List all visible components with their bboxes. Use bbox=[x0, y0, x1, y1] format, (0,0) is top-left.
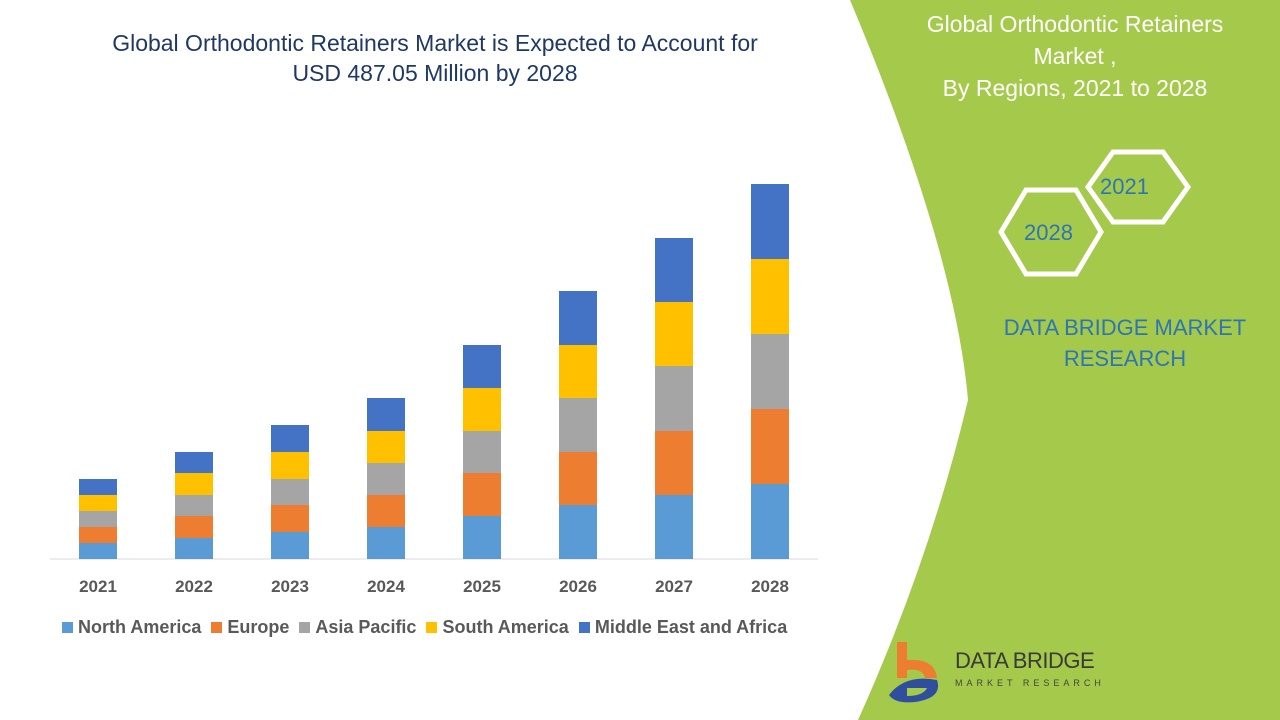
bar-segment-2027-asia-pacific bbox=[655, 366, 693, 431]
bar-segment-2026-asia-pacific bbox=[559, 398, 597, 452]
bar-segment-2028-asia-pacific bbox=[751, 334, 789, 409]
bar-segment-2027-europe bbox=[655, 431, 693, 495]
hexagon-2028 bbox=[998, 187, 1104, 277]
hex-label-2021: 2021 bbox=[1100, 174, 1149, 199]
x-tick-label: 2026 bbox=[559, 577, 597, 596]
bar-segment-2021-europe bbox=[79, 527, 117, 543]
side-title-line-1: Global Orthodontic Retainers bbox=[926, 11, 1224, 37]
legend-swatch bbox=[578, 622, 590, 633]
x-tick-label: 2024 bbox=[367, 577, 405, 596]
x-tick-label: 2023 bbox=[271, 577, 309, 596]
bar-segment-2023-north-america bbox=[271, 532, 309, 559]
bar-segment-2027-north-america bbox=[655, 495, 693, 559]
bar-segment-2028-south-america bbox=[751, 259, 789, 334]
bar-segment-2023-asia-pacific bbox=[271, 479, 309, 505]
bar-segment-2024-north-america bbox=[367, 527, 405, 559]
x-tick-label: 2021 bbox=[79, 577, 117, 596]
bar-segment-2027-middle-east-and-africa bbox=[655, 238, 693, 302]
logo-subtext: MARKET RESEARCH bbox=[955, 678, 1105, 688]
bar-segment-2025-europe bbox=[463, 473, 501, 516]
x-tick-label: 2028 bbox=[751, 577, 789, 596]
chart-title: Global Orthodontic Retainers Market is E… bbox=[40, 28, 830, 88]
bar-segment-2021-south-america bbox=[79, 495, 117, 511]
legend-swatch bbox=[62, 622, 73, 633]
bar-segment-2022-europe bbox=[175, 516, 213, 538]
hex-label-2028: 2028 bbox=[1024, 220, 1073, 245]
bar-segment-2028-north-america bbox=[751, 484, 789, 559]
bar-segment-2023-middle-east-and-africa bbox=[271, 425, 309, 452]
bar-segment-2022-middle-east-and-africa bbox=[175, 452, 213, 473]
bar-segment-2028-europe bbox=[751, 409, 789, 484]
bar-segment-2025-middle-east-and-africa bbox=[463, 345, 501, 388]
bar-segment-2024-europe bbox=[367, 495, 405, 527]
legend-label: Europe bbox=[227, 617, 290, 637]
legend-item: Middle East and Africa bbox=[578, 617, 788, 638]
title-line-1: Global Orthodontic Retainers Market is E… bbox=[112, 30, 758, 56]
legend-item: Europe bbox=[211, 617, 289, 638]
legend-swatch bbox=[299, 622, 311, 633]
x-tick-label: 2027 bbox=[655, 577, 693, 596]
bar-segment-2023-europe bbox=[271, 505, 309, 532]
x-tick-label: 2025 bbox=[463, 577, 501, 596]
bar-segment-2026-europe bbox=[559, 452, 597, 505]
legend: North America Europe Asia Pacific South Ame… bbox=[62, 617, 787, 638]
bar-segment-2026-north-america bbox=[559, 505, 597, 559]
side-title-line-2: Market , bbox=[1033, 43, 1117, 69]
bar-segment-2024-asia-pacific bbox=[367, 463, 405, 495]
bar-segment-2024-middle-east-and-africa bbox=[367, 398, 405, 431]
legend-swatch bbox=[426, 622, 438, 633]
green-side-panel bbox=[850, 0, 1280, 720]
hexagon-2021 bbox=[1084, 149, 1192, 225]
bar-segment-2022-asia-pacific bbox=[175, 495, 213, 516]
bar-segment-2025-asia-pacific bbox=[463, 431, 501, 473]
side-title-line-3: By Regions, 2021 to 2028 bbox=[942, 75, 1208, 101]
bar-segment-2022-north-america bbox=[175, 538, 213, 559]
legend-label: North America bbox=[78, 617, 202, 637]
bar-segment-2026-south-america bbox=[559, 345, 597, 398]
legend-item: South America bbox=[426, 617, 569, 638]
bar-segment-2022-south-america bbox=[175, 473, 213, 495]
x-tick-label: 2022 bbox=[175, 577, 213, 596]
bar-segment-2025-south-america bbox=[463, 388, 501, 431]
brand-line-1: DATA BRIDGE MARKET bbox=[1003, 315, 1247, 340]
legend-label: South America bbox=[442, 617, 569, 637]
bar-segment-2021-north-america bbox=[79, 543, 117, 559]
side-title: Global Orthodontic Retainers Market , By… bbox=[890, 8, 1260, 104]
logo-text: DATA BRIDGE bbox=[955, 648, 1095, 673]
legend-item: North America bbox=[62, 617, 201, 638]
legend-swatch bbox=[211, 622, 223, 633]
data-bridge-logo-icon bbox=[889, 642, 939, 703]
brand-text: DATA BRIDGE MARKET RESEARCH bbox=[985, 312, 1265, 374]
bar-segment-2021-middle-east-and-africa bbox=[79, 479, 117, 495]
stacked-bar-chart: 2021 2022 2023 2024 2025 2026 2027 2028 bbox=[50, 184, 818, 596]
bar-segment-2024-south-america bbox=[367, 431, 405, 463]
legend-label: Asia Pacific bbox=[315, 617, 417, 637]
legend-item: Asia Pacific bbox=[299, 617, 416, 638]
bar-segment-2021-asia-pacific bbox=[79, 511, 117, 527]
brand-line-2: RESEARCH bbox=[1063, 346, 1187, 371]
title-line-2: USD 487.05 Million by 2028 bbox=[292, 60, 578, 86]
bar-segment-2028-middle-east-and-africa bbox=[751, 184, 789, 259]
bar-segment-2026-middle-east-and-africa bbox=[559, 291, 597, 345]
bar-segment-2023-south-america bbox=[271, 452, 309, 479]
bar-segment-2027-south-america bbox=[655, 302, 693, 366]
legend-label: Middle East and Africa bbox=[594, 617, 788, 637]
bar-segment-2025-north-america bbox=[463, 516, 501, 559]
